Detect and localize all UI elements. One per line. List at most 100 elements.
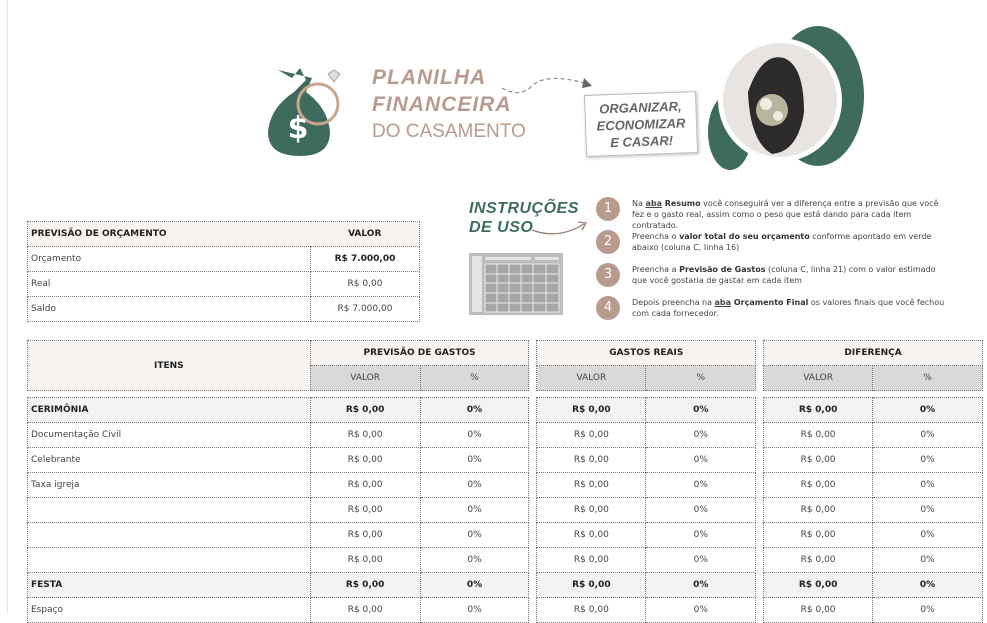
difference-pct: 0% [872, 497, 983, 523]
forecast-value[interactable]: R$ 0,00 [309, 472, 421, 498]
budget-value[interactable]: R$ 7.000,00 [310, 246, 420, 272]
difference-pct: 0% [872, 472, 983, 498]
budget-row: Saldo R$ 7.000,00 [27, 296, 420, 322]
budget-label: Real [27, 271, 311, 297]
forecast-value[interactable]: R$ 0,00 [309, 447, 421, 473]
item-row: R$ 0,00 0% R$ 0,00 0% R$ 0,00 0% [27, 522, 983, 548]
difference-value: R$ 0,00 [763, 497, 874, 523]
actual-value[interactable]: R$ 0,00 [536, 397, 647, 423]
title-line-2: FINANCEIRA [372, 93, 512, 116]
item-row: Taxa igreja R$ 0,00 0% R$ 0,00 0% R$ 0,00 0% [27, 472, 983, 498]
item-name[interactable]: CERIMÔNIA [27, 397, 311, 423]
actual-pct[interactable]: 0% [645, 572, 757, 598]
actual-value[interactable]: R$ 0,00 [536, 597, 647, 623]
forecast-pct[interactable]: 0% [419, 547, 530, 573]
forecast-pct[interactable]: 0% [419, 522, 530, 548]
actual-value[interactable]: R$ 0,00 [536, 572, 647, 598]
sub-header-pct: % [419, 365, 530, 391]
forecast-pct[interactable]: 0% [419, 572, 530, 598]
couple-photo [708, 26, 864, 170]
item-name[interactable]: Espaço [27, 597, 311, 623]
budget-value[interactable]: R$ 0,00 [310, 271, 420, 297]
forecast-pct[interactable]: 0% [419, 422, 530, 448]
curved-arrow-icon [531, 221, 588, 235]
column-gap [528, 497, 537, 523]
column-gap [528, 547, 537, 573]
sub-header-value: VALOR [309, 365, 421, 391]
actual-pct[interactable]: 0% [645, 397, 757, 423]
category-row: FESTA R$ 0,00 0% R$ 0,00 0% R$ 0,00 0% [27, 572, 983, 598]
item-row: Celebrante R$ 0,00 0% R$ 0,00 0% R$ 0,00 0% [27, 447, 983, 473]
actual-value[interactable]: R$ 0,00 [536, 547, 647, 573]
actual-value[interactable]: R$ 0,00 [536, 447, 647, 473]
sub-header-row: VALOR % VALOR % VALOR % [28, 365, 983, 391]
title-line-3: DO CASAMENTO [372, 121, 526, 142]
column-gap [528, 472, 537, 498]
actual-pct[interactable]: 0% [645, 597, 757, 623]
actual-pct[interactable]: 0% [645, 547, 757, 573]
actual-pct[interactable]: 0% [645, 497, 757, 523]
difference-pct: 0% [872, 597, 983, 623]
forecast-pct[interactable]: 0% [419, 447, 530, 473]
spreadsheet-icon [469, 253, 563, 315]
step-text-part: Na [632, 199, 646, 208]
column-gap [755, 597, 764, 623]
actual-pct[interactable]: 0% [645, 422, 757, 448]
forecast-value[interactable]: R$ 0,00 [309, 597, 421, 623]
expenses-table: ITENS PREVISÃO DE GASTOS GASTOS REAIS DI… [27, 340, 983, 623]
item-name[interactable]: Celebrante [27, 447, 311, 473]
item-name[interactable] [27, 547, 311, 573]
column-gap [528, 572, 537, 598]
budget-table: PREVISÃO DE ORÇAMENTO VALOR Orçamento R$… [27, 221, 420, 322]
forecast-pct[interactable]: 0% [419, 397, 530, 423]
item-row: R$ 0,00 0% R$ 0,00 0% R$ 0,00 0% [27, 547, 983, 573]
difference-pct: 0% [872, 447, 983, 473]
item-name[interactable]: Taxa igreja [27, 472, 311, 498]
title-line-1: PLANILHA [372, 66, 487, 89]
step-number-badge: 3 [596, 263, 620, 287]
budget-value[interactable]: R$ 7.000,00 [310, 296, 420, 322]
spacer [28, 391, 983, 398]
group-header-forecast: PREVISÃO DE GASTOS [309, 340, 530, 366]
actual-value[interactable]: R$ 0,00 [536, 422, 647, 448]
step-text-part: conforme apontado em verde abaixo (colun… [632, 232, 932, 252]
forecast-pct[interactable]: 0% [419, 472, 530, 498]
instruction-step: 1 Na aba Resumo você conseguirá ver a dif… [596, 197, 952, 231]
forecast-value[interactable]: R$ 0,00 [309, 522, 421, 548]
step-text-part: os valores finais que você fechou com ca… [632, 298, 945, 318]
actual-pct[interactable]: 0% [645, 522, 757, 548]
column-gap [755, 497, 764, 523]
actual-value[interactable]: R$ 0,00 [536, 522, 647, 548]
column-gap [755, 547, 764, 573]
forecast-pct[interactable]: 0% [419, 597, 530, 623]
budget-label: Saldo [27, 296, 311, 322]
actual-value[interactable]: R$ 0,00 [536, 472, 647, 498]
item-name[interactable]: Documentação Civil [27, 422, 311, 448]
actual-pct[interactable]: 0% [645, 447, 757, 473]
forecast-value[interactable]: R$ 0,00 [309, 422, 421, 448]
forecast-value[interactable]: R$ 0,00 [309, 397, 421, 423]
column-gap [528, 447, 537, 473]
dashed-arrow-icon [501, 77, 592, 94]
actual-value[interactable]: R$ 0,00 [536, 497, 647, 523]
step-text-part: Resumo [661, 199, 701, 208]
forecast-value[interactable]: R$ 0,00 [309, 547, 421, 573]
step-text-part: Depois preencha na [632, 298, 715, 307]
group-header-actual: GASTOS REAIS [536, 340, 757, 366]
forecast-value[interactable]: R$ 0,00 [309, 572, 421, 598]
budget-row: Orçamento R$ 7.000,00 [27, 246, 420, 272]
forecast-value[interactable]: R$ 0,00 [309, 497, 421, 523]
item-name[interactable] [27, 497, 311, 523]
forecast-pct[interactable]: 0% [419, 497, 530, 523]
item-name[interactable]: FESTA [27, 572, 311, 598]
item-name[interactable] [27, 522, 311, 548]
step-text-part: aba [714, 298, 732, 307]
column-gap [755, 365, 764, 391]
step-number-badge: 4 [596, 296, 620, 320]
actual-pct[interactable]: 0% [645, 472, 757, 498]
step-text: Preencha a Previsão de Gastos (coluna C,… [632, 264, 952, 286]
difference-value: R$ 0,00 [763, 472, 874, 498]
difference-value: R$ 0,00 [763, 597, 874, 623]
difference-value: R$ 0,00 [763, 397, 874, 423]
step-text: Depois preencha na aba Orçamento Final o… [632, 297, 952, 319]
